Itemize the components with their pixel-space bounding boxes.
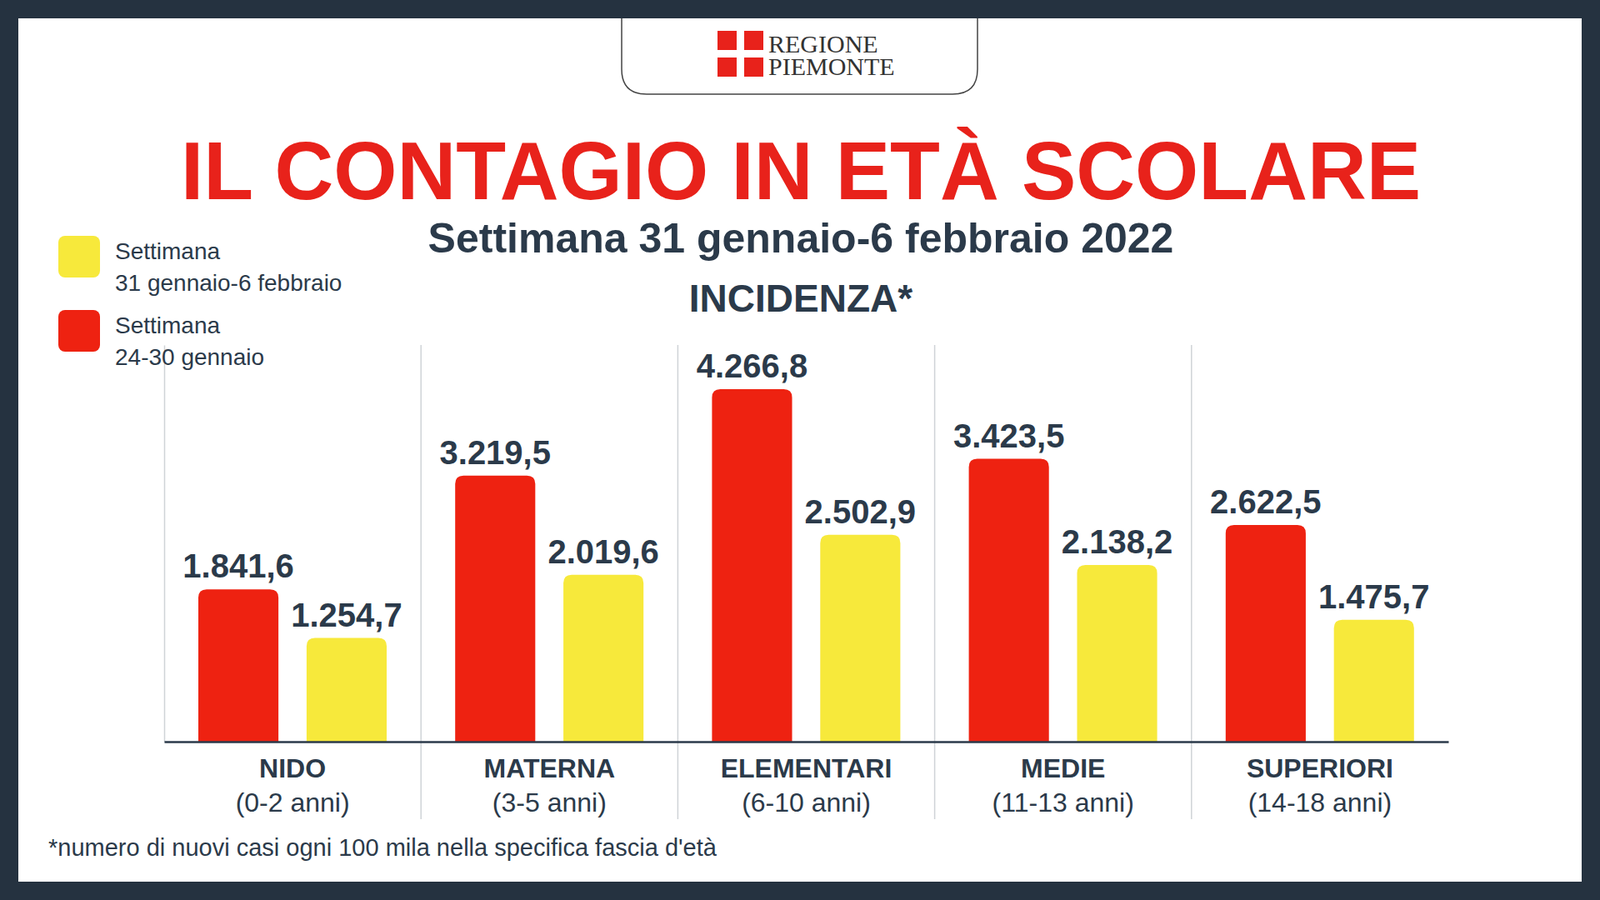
legend-swatch: [58, 235, 100, 278]
bars: [198, 389, 1415, 742]
logo: REGIONEPIEMONTE: [717, 30, 895, 80]
x-axis-line: [165, 740, 1450, 744]
x-tick-sublabel: (6-10 anni): [741, 787, 871, 818]
data-label: 2.138,2: [1061, 523, 1173, 560]
x-tick-sublabel: (0-2 anni): [235, 787, 350, 818]
data-label: 4.266,8: [696, 347, 808, 385]
logo-text: PIEMONTE: [768, 52, 895, 80]
x-tick: MEDIE(11-13 anni): [992, 753, 1135, 818]
legend-swatch: [58, 310, 100, 352]
legend-label: Settimana24-30 gennaio: [115, 312, 265, 370]
x-tick: ELEMENTARI(6-10 anni): [720, 753, 893, 818]
bar: [198, 589, 279, 742]
y-axis: [164, 345, 165, 743]
data-labels: 1.841,6 3.219,5 4.266,8 3.423,5 2.622,5 1.254…: [182, 347, 1430, 634]
x-tick: NIDO(0-2 anni): [235, 753, 350, 818]
x-tick-label: SUPERIORI: [1246, 753, 1394, 784]
legend: Settimana31 gennaio-6 febbraio Settimana2…: [58, 235, 342, 370]
data-label: 1.475,7: [1318, 578, 1430, 615]
measure-label: INCIDENZA*: [689, 276, 913, 320]
x-tick-label: NIDO: [259, 753, 326, 784]
footnote: *numero di nuovi casi ogni 100 mila nell…: [48, 834, 718, 861]
title: IL CONTAGIO IN ETÀ SCOLARE: [180, 125, 1421, 217]
bar: [711, 389, 792, 742]
bar: [969, 459, 1050, 742]
x-tick-sublabel: (3-5 anni): [492, 787, 607, 818]
x-tick-sublabel: (11-13 anni): [992, 787, 1135, 818]
data-label: 1.841,6: [182, 547, 294, 585]
logo-cross-v: [736, 30, 745, 77]
data-label: 2.019,6: [547, 533, 659, 570]
category-divider: [420, 345, 422, 820]
data-label: 2.502,9: [805, 493, 916, 530]
data-label: 3.423,5: [953, 417, 1065, 455]
data-label: 1.254,7: [290, 596, 402, 634]
bar: [306, 638, 387, 742]
y-axis-line: [164, 345, 166, 743]
bar: [563, 575, 644, 742]
bar: [455, 475, 535, 742]
x-tick-label: MATERNA: [483, 753, 615, 784]
x-tick: SUPERIORI(14-18 anni): [1246, 753, 1394, 818]
legend-label: Settimana31 gennaio-6 febbraio: [115, 238, 342, 296]
logo-shield: [717, 30, 764, 77]
category-divider: [1190, 345, 1193, 820]
subtitle: Settimana 31 gennaio-6 febbraio 2022: [428, 215, 1175, 262]
x-tick: MATERNA(3-5 anni): [483, 753, 615, 818]
background: [0, 0, 1600, 900]
category-divider: [677, 345, 680, 820]
x-tick-sublabel: (14-18 anni): [1248, 787, 1393, 818]
x-tick-label: ELEMENTARI: [720, 753, 893, 784]
header-box: [621, 18, 978, 95]
data-label: 3.219,5: [440, 434, 551, 471]
x-axis: NIDO(0-2 anni) MATERNA(3-5 anni) ELEMENTAR…: [165, 742, 1450, 819]
category-divider: [934, 345, 936, 820]
panel: [18, 18, 1582, 882]
bar: [1334, 620, 1415, 742]
chart: REGIONEPIEMONTE IL CONTAGIO IN ETÀ SCOLAR…: [0, 0, 1600, 900]
x-tick-label: MEDIE: [1020, 753, 1105, 784]
bar: [820, 535, 900, 742]
bar: [1225, 525, 1306, 742]
data-label: 2.622,5: [1210, 483, 1321, 520]
bar: [1076, 565, 1157, 742]
